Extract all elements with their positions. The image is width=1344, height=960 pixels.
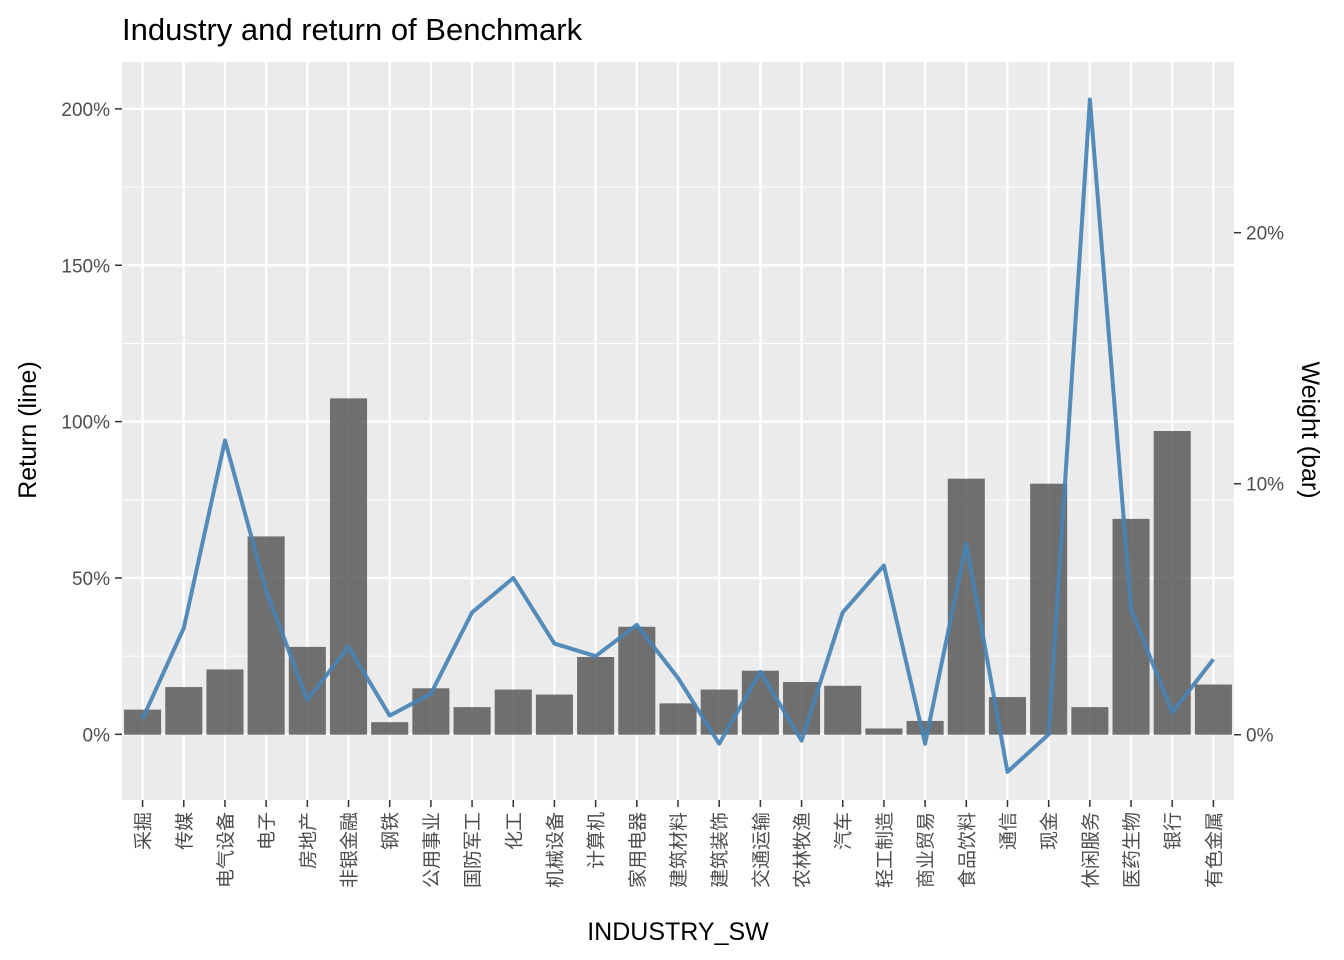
bar <box>741 670 779 735</box>
bar <box>453 707 491 735</box>
bar <box>329 398 368 735</box>
x-tick-label: 电子 <box>256 812 278 850</box>
y-axis-left: 0% 50% 100% 150% 200% <box>61 100 122 746</box>
y-tick-label-right: 10% <box>1246 475 1284 496</box>
bar <box>577 656 615 735</box>
bar <box>124 709 162 735</box>
x-tick-label: 建筑材料 <box>668 812 690 888</box>
bar <box>906 720 944 735</box>
bar <box>1194 684 1232 735</box>
bar <box>165 687 203 735</box>
bar <box>659 703 697 735</box>
x-axis-title: INDUSTRY_SW <box>587 918 769 946</box>
bar <box>618 626 656 735</box>
bar <box>824 685 862 735</box>
x-tick-label: 医药生物 <box>1121 812 1143 888</box>
y-tick-label-left: 50% <box>72 569 110 590</box>
bar <box>1112 518 1150 735</box>
y-tick-label-right: 0% <box>1246 726 1274 747</box>
x-tick-label: 有色金属 <box>1203 812 1225 888</box>
bar <box>865 728 903 735</box>
x-tick-label: 商业贸易 <box>915 812 937 888</box>
x-tick-label: 采掘 <box>133 812 155 850</box>
x-tick-label: 休闲服务 <box>1080 812 1102 888</box>
bar <box>494 689 532 735</box>
x-tick-label: 计算机 <box>586 812 608 869</box>
x-tick-label: 银行 <box>1162 812 1184 850</box>
bar <box>700 689 738 735</box>
bar <box>783 682 821 735</box>
x-tick-label: 建筑装饰 <box>709 812 731 888</box>
chart-title: Industry and return of Benchmark <box>122 12 583 47</box>
bar <box>371 722 409 735</box>
y-tick-label-right: 20% <box>1246 224 1284 245</box>
x-tick-label: 房地产 <box>297 812 319 869</box>
bar <box>1071 707 1109 735</box>
y-tick-label-left: 0% <box>83 725 111 746</box>
x-tick-label: 家用电器 <box>627 812 649 888</box>
x-tick-label: 化工 <box>503 812 525 850</box>
x-tick-label: 机械设备 <box>544 812 566 888</box>
bar <box>535 694 573 735</box>
x-tick-label: 钢铁 <box>380 812 402 850</box>
return-line <box>140 97 1215 774</box>
x-tick-label: 通信 <box>998 812 1020 850</box>
bar <box>412 688 450 735</box>
x-tick-label: 传媒 <box>174 812 196 850</box>
bar <box>206 669 244 735</box>
x-tick-label: 公用事业 <box>421 812 443 888</box>
x-tick-label: 交通运输 <box>750 812 772 888</box>
x-tick-label: 汽车 <box>833 812 855 850</box>
y-axis-right: 0% 10% 20% <box>1234 224 1284 747</box>
x-axis: 采掘 传媒 电气设备 电子 房地产 非银金融 钢铁 公用事业 国防军工 化工 机械设备 计算机 家用电器… <box>133 800 1225 888</box>
x-tick-label: 轻工制造 <box>874 812 896 888</box>
y-axis-right-title: Weight (bar) <box>1296 361 1324 498</box>
x-tick-label: 电气设备 <box>215 812 237 888</box>
line-series <box>140 97 1215 774</box>
x-tick-label: 现金 <box>1039 812 1061 850</box>
y-tick-label-left: 150% <box>61 256 110 277</box>
bar <box>247 536 285 735</box>
x-tick-label: 非银金融 <box>339 812 361 888</box>
x-tick-label: 农林牧渔 <box>792 812 814 888</box>
bar <box>1153 431 1191 735</box>
y-axis-left-title: Return (line) <box>14 361 42 499</box>
x-tick-label: 国防军工 <box>462 812 484 888</box>
x-tick-label: 食品饮料 <box>956 812 978 888</box>
y-tick-label-left: 100% <box>61 413 110 434</box>
y-tick-label-left: 200% <box>61 100 110 121</box>
